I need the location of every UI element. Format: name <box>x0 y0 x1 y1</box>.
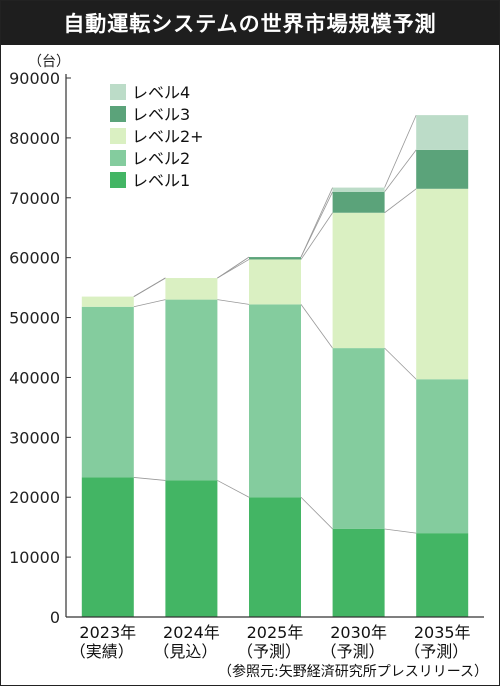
connector-line <box>384 149 417 193</box>
bar-segment-level2 <box>249 304 301 498</box>
legend: レベル4 レベル3 レベル2+ レベル2 レベル1 <box>110 83 204 190</box>
connector-line <box>300 212 333 260</box>
x-tick-label: 2035年 <box>414 623 471 642</box>
y-tick-label: 10000 <box>9 548 60 567</box>
x-tick-label: 2023年 <box>79 623 136 642</box>
connector-line <box>133 477 166 481</box>
x-tick-sublabel: （予測） <box>321 642 385 661</box>
x-tick-sublabel: （実績） <box>70 642 134 661</box>
legend-swatch-level3 <box>110 106 126 122</box>
source-note: （参照元:矢野経済研究所プレスリリース） <box>218 663 488 680</box>
bar-segment-level1 <box>249 497 301 617</box>
connector-line <box>217 480 250 498</box>
y-tick-label: 60000 <box>9 249 60 268</box>
bar-segment-level2 <box>165 299 218 481</box>
connector-line <box>300 187 333 258</box>
bar-segment-level2 <box>81 306 134 478</box>
y-tick-label: 50000 <box>9 309 60 328</box>
y-axis-unit: （台） <box>28 54 70 70</box>
bar-segment-level2plus <box>165 278 218 300</box>
x-tick-label: 2030年 <box>330 623 387 642</box>
bar-segment-level2 <box>416 379 469 534</box>
bar-segment-level4 <box>416 115 469 150</box>
chart-title: 自動運転システムの世界市場規模予測 <box>1 1 499 45</box>
bar-segment-level3 <box>249 257 301 260</box>
connector-line <box>384 528 417 534</box>
bar-segment-level3 <box>332 191 385 213</box>
y-tick-label: 30000 <box>9 428 60 447</box>
connector-line <box>217 299 250 305</box>
legend-label-level3: レベル3 <box>132 105 190 124</box>
legend-label-level2: レベル2 <box>132 149 190 168</box>
bar-segment-level1 <box>165 480 218 617</box>
bars <box>81 115 469 617</box>
y-tick-label: 0 <box>50 608 60 627</box>
bar-segment-level3 <box>416 149 469 189</box>
bar-segment-level1 <box>81 477 134 617</box>
connector-line <box>300 496 333 530</box>
legend-swatch-level2plus <box>110 128 126 144</box>
bar-segment-level2 <box>332 348 385 529</box>
bar-segment-level2plus <box>249 259 301 305</box>
legend-swatch-level1 <box>110 172 126 188</box>
y-tick-label: 90000 <box>9 69 60 88</box>
y-tick-label: 20000 <box>9 488 60 507</box>
connector-line <box>133 299 166 308</box>
connector-line <box>384 347 417 380</box>
connector-line <box>300 304 333 349</box>
connector-line <box>384 188 417 214</box>
x-tick-sublabel: （予測） <box>404 642 468 661</box>
bar-segment-level2plus <box>81 296 134 307</box>
bar-segment-level1 <box>332 528 385 617</box>
x-tick-label: 2024年 <box>163 623 220 642</box>
connector-line <box>217 256 250 279</box>
bar-segment-level4 <box>332 187 385 192</box>
connector-line <box>384 114 417 188</box>
bar-segment-level1 <box>416 533 469 617</box>
x-tick-sublabel: （見込） <box>153 642 217 661</box>
bar-segment-level2plus <box>332 212 385 349</box>
connector-lines <box>133 114 417 534</box>
bar-segment-level2plus <box>416 188 469 380</box>
x-tick-sublabel: （予測） <box>237 642 301 661</box>
legend-swatch-level4 <box>110 84 126 100</box>
legend-label-level1: レベル1 <box>132 171 190 190</box>
axes: 0 10000 20000 30000 40000 50000 60000 70000 8000… <box>9 69 484 661</box>
y-tick-label: 80000 <box>9 129 60 148</box>
legend-swatch-level2 <box>110 150 126 166</box>
legend-label-level2plus: レベル2+ <box>132 127 204 146</box>
x-tick-label: 2025年 <box>247 623 304 642</box>
y-tick-label: 70000 <box>9 189 60 208</box>
connector-line <box>133 277 166 297</box>
legend-label-level4: レベル4 <box>132 83 190 102</box>
y-tick-label: 40000 <box>9 368 60 387</box>
